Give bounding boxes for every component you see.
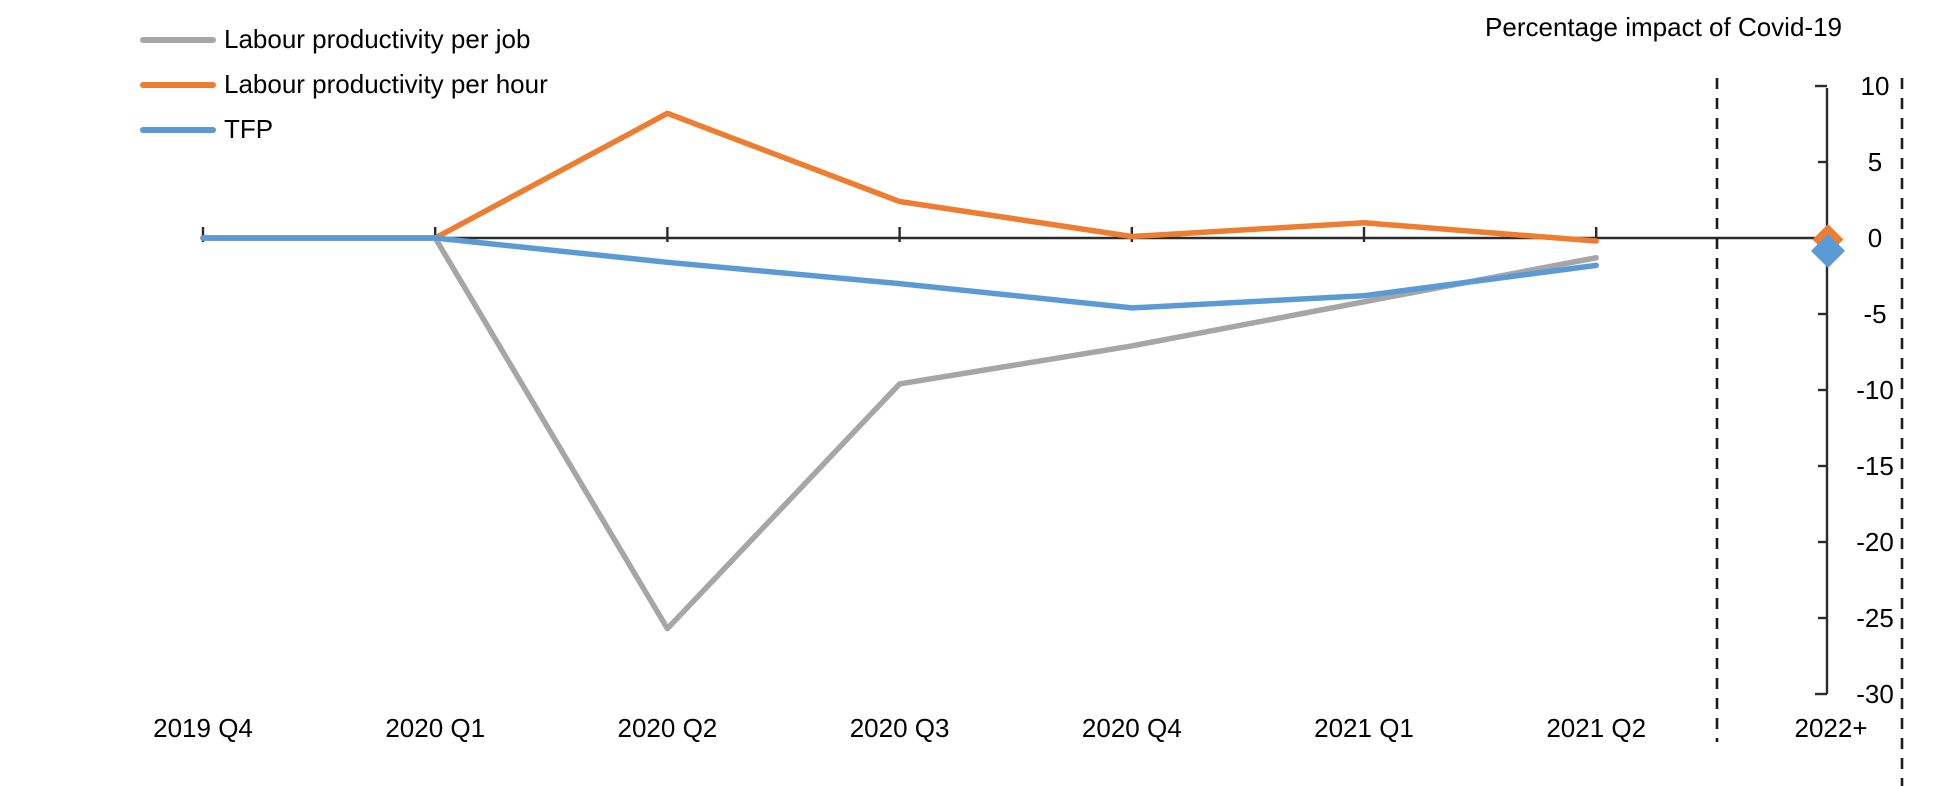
chart-title: Percentage impact of Covid-19 [1485,12,1842,42]
legend-swatch [140,126,216,133]
legend: Labour productivity per job Labour produc… [140,24,548,145]
y-axis-tick-label: -20 [1856,527,1894,557]
legend-label: Labour productivity per job [224,24,531,54]
y-axis-tick-label: -5 [1863,299,1887,329]
series-line-labour-productivity-per-job [200,235,1599,632]
legend-item: TFP [140,114,548,145]
series-line-labour-productivity-per-hour [200,110,1599,244]
y-axis-tick-label: -30 [1856,679,1894,709]
forecast-marker-tfp [1811,233,1845,268]
legend-label: Labour productivity per hour [224,69,548,99]
legend-item: Labour productivity per job [140,24,548,55]
y-axis-tick-label: -25 [1856,603,1894,633]
y-axis-tick-label: -15 [1856,451,1894,481]
legend-swatch [140,81,216,88]
legend-item: Labour productivity per hour [140,69,548,100]
y-axis-tick-label: 5 [1867,147,1883,177]
x-axis-label: 2020 Q2 [617,713,718,743]
x-axis-label: 2020 Q4 [1081,713,1182,743]
y-axis-tick-label: 10 [1860,71,1890,101]
legend-swatch [140,36,216,43]
y-axis-tick-label: -10 [1856,375,1894,405]
x-axis-label: 2021 Q1 [1314,713,1414,743]
legend-label: TFP [224,114,274,144]
x-axis-label: 2020 Q3 [849,713,950,743]
x-axis-label: 2021 Q2 [1546,713,1647,743]
x-axis-label: 2020 Q1 [385,713,486,743]
y-axis-tick-label: 0 [1867,223,1883,253]
x-axis-label: 2022+ [1794,713,1868,743]
series-line-tfp [200,235,1599,311]
x-axis-label: 2019 Q4 [153,713,253,743]
